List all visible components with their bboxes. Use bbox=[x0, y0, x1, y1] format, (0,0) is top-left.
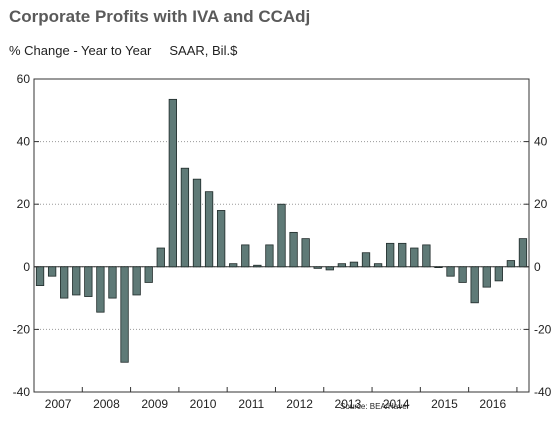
bar bbox=[434, 266, 443, 268]
source-label: Source: BEA/Haver bbox=[340, 402, 410, 411]
bar bbox=[96, 266, 105, 313]
y-tick-label-right: 20 bbox=[534, 197, 548, 211]
x-tick-label: 2013 bbox=[335, 397, 362, 411]
y-tick-label-left: 0 bbox=[23, 260, 30, 274]
bar bbox=[156, 247, 165, 268]
bar bbox=[108, 266, 117, 299]
y-tick-label-right: 40 bbox=[534, 135, 548, 149]
bar bbox=[216, 210, 226, 268]
axis-ticks bbox=[33, 78, 529, 393]
x-tick-label: 2012 bbox=[286, 397, 313, 411]
y-tick-label-left: 20 bbox=[17, 197, 31, 211]
bar bbox=[386, 242, 395, 268]
bar bbox=[313, 266, 322, 269]
bar bbox=[84, 266, 93, 297]
bar bbox=[144, 266, 153, 283]
bar bbox=[446, 266, 455, 277]
bar bbox=[470, 266, 479, 304]
bar bbox=[289, 231, 298, 268]
bar bbox=[301, 238, 310, 268]
x-tick-label: 2009 bbox=[141, 397, 168, 411]
bar bbox=[349, 261, 359, 268]
y-tick-label-left: 40 bbox=[17, 135, 31, 149]
tick-labels: -40 -20 0 20 40 60 -40 -20 0 20 40 2007 2008 2009 2010… bbox=[13, 72, 552, 411]
bar bbox=[325, 266, 334, 271]
bar bbox=[373, 263, 383, 268]
y-tick-label-right: -20 bbox=[534, 322, 552, 336]
bar bbox=[229, 263, 238, 268]
bar bbox=[458, 266, 467, 283]
chart-title: Corporate Profits with IVA and CCAdj bbox=[9, 7, 311, 26]
bar bbox=[47, 266, 57, 277]
x-tick-label: 2014 bbox=[383, 397, 410, 411]
bar bbox=[60, 266, 69, 299]
bar bbox=[120, 266, 129, 363]
bar bbox=[35, 266, 45, 286]
bar bbox=[265, 244, 274, 268]
bar bbox=[337, 263, 347, 268]
y-tick-label-left: -20 bbox=[13, 322, 31, 336]
bar bbox=[168, 98, 177, 268]
bar bbox=[398, 242, 407, 268]
x-tick-label: 2016 bbox=[479, 397, 506, 411]
bar bbox=[132, 266, 141, 296]
bar bbox=[482, 266, 491, 288]
bar bbox=[192, 178, 202, 268]
bars bbox=[35, 98, 528, 363]
bar bbox=[494, 266, 503, 282]
y-tick-label-left: 60 bbox=[17, 72, 31, 86]
bar bbox=[180, 167, 190, 268]
bar bbox=[506, 260, 516, 268]
y-tick-label-left: -40 bbox=[13, 385, 31, 399]
bar bbox=[204, 191, 214, 268]
x-tick-label: 2007 bbox=[45, 397, 72, 411]
bar bbox=[72, 266, 81, 296]
x-tick-label: 2015 bbox=[431, 397, 458, 411]
subtitle-units: SAAR, Bil.$ bbox=[169, 43, 238, 58]
bar bbox=[361, 252, 371, 268]
chart-subtitle: % Change - Year to Year SAAR, Bil.$ bbox=[9, 43, 237, 58]
y-tick-label-right: 0 bbox=[534, 260, 541, 274]
subtitle-measure: % Change - Year to Year bbox=[9, 43, 152, 58]
bar bbox=[410, 247, 419, 268]
bar bbox=[422, 244, 431, 268]
y-tick-label-right: -40 bbox=[534, 385, 552, 399]
x-tick-label: 2008 bbox=[93, 397, 120, 411]
bar bbox=[277, 203, 286, 268]
bar bbox=[518, 238, 528, 268]
bar bbox=[241, 244, 250, 268]
bar bbox=[253, 264, 262, 268]
x-tick-label: 2011 bbox=[238, 397, 264, 411]
x-tick-label: 2010 bbox=[190, 397, 217, 411]
